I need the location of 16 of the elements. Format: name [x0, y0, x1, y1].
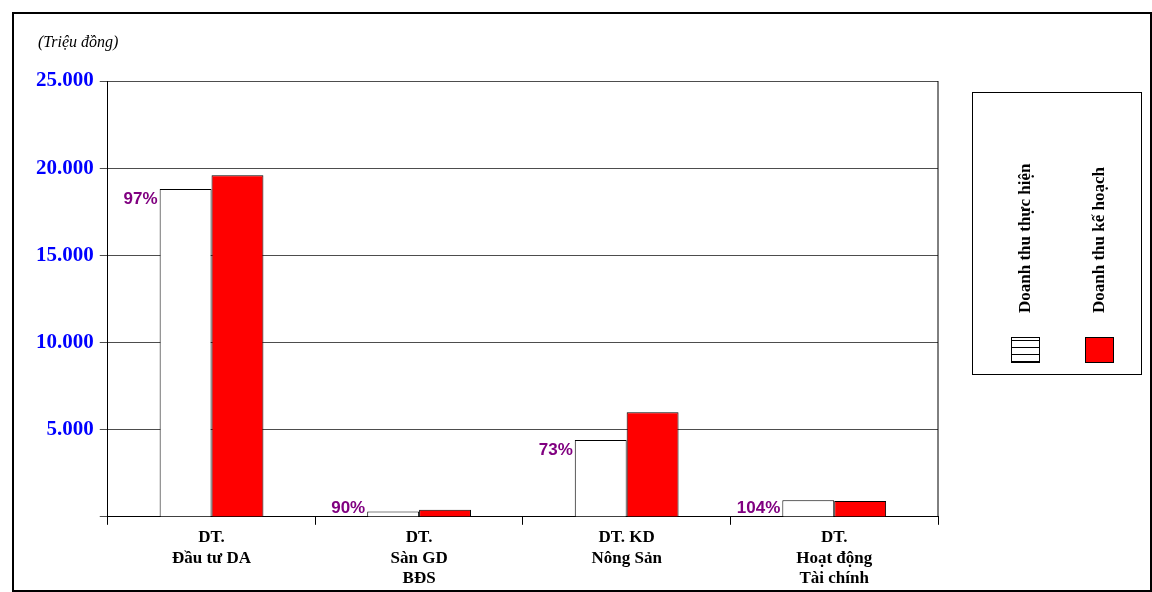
x-tick-label: DT. Sàn GD BĐS	[390, 527, 448, 588]
y-axis-title: (Triệu đồng)	[38, 33, 119, 51]
y-tick-label: 20.000	[36, 154, 94, 179]
y-tick-label: 5.000	[46, 416, 94, 441]
x-tick-label: DT. KD Nông Sản	[591, 527, 663, 567]
x-tick-label: DT. Đầu tư DA	[171, 527, 252, 567]
text: Doanh thu thực hiện	[1014, 162, 1035, 313]
y-tick-label: 25.000	[36, 67, 94, 92]
y-tick-label: 10.000	[36, 328, 94, 353]
y-tick-label: 15.000	[36, 241, 94, 266]
x-tick-label: DT. Hoạt động Tài chính	[796, 527, 873, 588]
text: Doanh thu kế hoạch	[1088, 166, 1109, 313]
annotation: 97%	[123, 188, 158, 208]
annotation: 104%	[736, 498, 781, 518]
annotation: 90%	[331, 498, 366, 518]
annotation: 73%	[538, 439, 573, 459]
